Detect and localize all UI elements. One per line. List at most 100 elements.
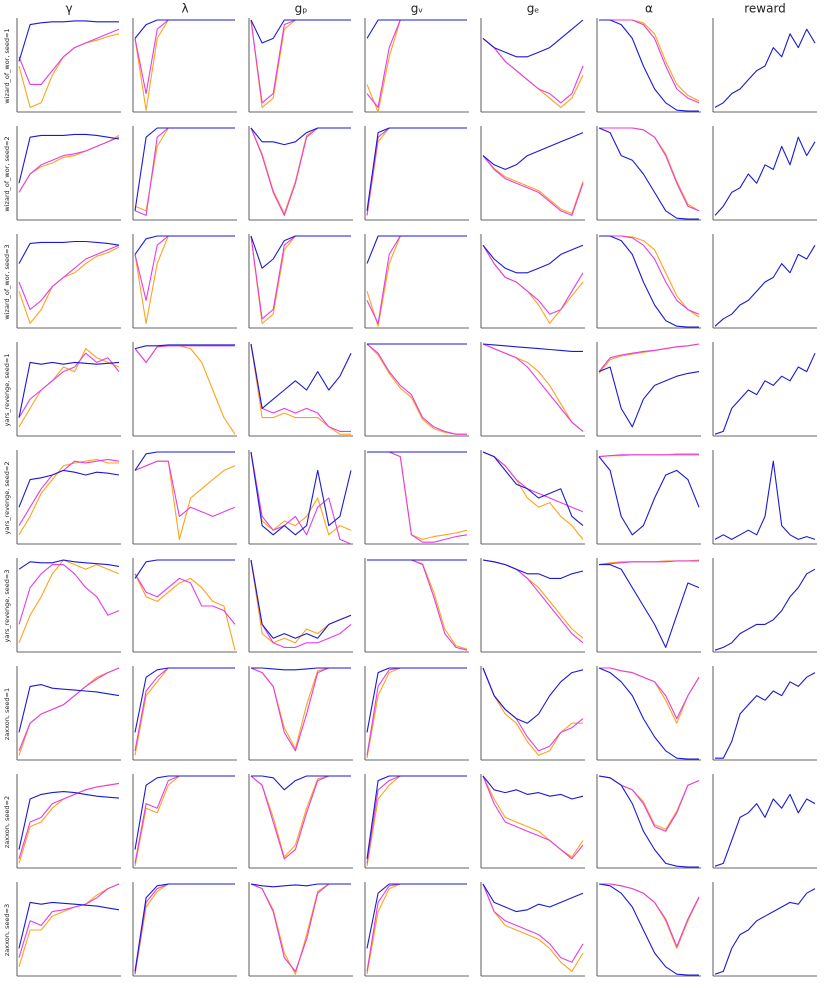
data-line <box>598 366 700 428</box>
data-line <box>366 883 467 972</box>
data-line <box>482 883 584 913</box>
data-line <box>250 451 352 536</box>
data-line <box>18 782 120 859</box>
data-line <box>134 883 235 972</box>
data-line <box>250 343 351 435</box>
column-title: gₑ <box>527 2 540 16</box>
data-line <box>134 775 235 864</box>
data-line <box>599 883 700 949</box>
data-line <box>482 155 584 215</box>
data-line <box>482 244 584 274</box>
data-line <box>482 667 584 752</box>
data-line <box>18 469 120 508</box>
data-line <box>18 133 120 184</box>
data-line <box>18 559 120 644</box>
data-line <box>366 19 467 113</box>
data-line <box>18 33 120 108</box>
column-title: λ <box>181 2 188 16</box>
data-line <box>482 451 584 527</box>
data-line <box>250 559 352 648</box>
data-line <box>250 343 352 409</box>
data-line <box>482 343 584 432</box>
data-line <box>134 345 236 435</box>
data-line <box>18 559 120 570</box>
data-line <box>482 559 584 644</box>
data-line <box>251 667 351 671</box>
data-line <box>482 155 584 216</box>
data-line <box>367 451 468 543</box>
data-line <box>134 451 235 471</box>
data-line <box>598 127 699 220</box>
data-line <box>366 775 467 867</box>
data-line <box>134 19 235 39</box>
data-line <box>18 361 120 418</box>
data-line <box>134 573 236 625</box>
data-line <box>18 791 120 850</box>
data-line <box>134 127 235 216</box>
row-label: zaxxon, seed=1 <box>3 688 11 740</box>
data-line <box>366 343 467 435</box>
data-line <box>366 235 467 327</box>
data-line <box>482 19 584 58</box>
data-line <box>250 559 352 639</box>
data-line <box>598 456 700 536</box>
data-line <box>250 127 351 215</box>
data-line <box>18 782 120 864</box>
data-line <box>18 684 120 733</box>
data-line <box>18 240 120 264</box>
data-line <box>482 883 584 963</box>
data-line <box>134 775 235 850</box>
data-line <box>18 20 119 62</box>
data-line <box>134 235 235 301</box>
data-line <box>482 244 584 315</box>
data-line <box>18 564 120 625</box>
data-line <box>366 127 467 216</box>
column-title: α <box>645 2 653 16</box>
data-line <box>251 775 351 791</box>
data-line <box>366 667 467 733</box>
data-line <box>250 235 351 269</box>
data-line <box>134 559 235 579</box>
data-line <box>367 559 468 651</box>
data-line <box>250 235 351 320</box>
data-line <box>366 19 467 39</box>
data-line <box>250 775 351 858</box>
data-line <box>482 883 584 972</box>
data-line <box>18 883 120 967</box>
data-line <box>134 460 236 517</box>
data-line <box>134 667 235 733</box>
data-line <box>250 775 351 860</box>
row-label: wizard_of_wor, seed=1 <box>3 28 11 103</box>
data-line <box>250 667 351 750</box>
data-line <box>482 559 584 579</box>
data-line <box>134 19 235 111</box>
data-line <box>482 667 583 756</box>
data-line <box>598 454 699 458</box>
data-line <box>598 343 700 374</box>
row-label: yars_revenge, seed=3 <box>3 570 11 643</box>
data-line <box>366 775 467 864</box>
data-line <box>18 348 120 428</box>
data-line <box>599 235 700 315</box>
data-line <box>18 352 120 418</box>
data-line <box>598 775 699 868</box>
data-line <box>714 568 816 651</box>
data-line <box>366 127 467 216</box>
column-title: reward <box>744 2 786 16</box>
data-line <box>482 244 584 324</box>
data-line <box>482 451 584 513</box>
data-line <box>714 244 816 327</box>
data-line <box>250 127 351 216</box>
data-line <box>482 37 584 104</box>
data-line <box>18 244 120 311</box>
data-line <box>714 793 816 867</box>
data-line <box>599 19 700 104</box>
data-line <box>250 19 351 44</box>
data-line <box>250 883 351 972</box>
data-line <box>134 127 235 212</box>
row-label: wizard_of_wor, seed=3 <box>3 244 11 319</box>
data-line <box>18 883 120 958</box>
data-line <box>482 132 584 170</box>
data-line <box>598 883 699 976</box>
